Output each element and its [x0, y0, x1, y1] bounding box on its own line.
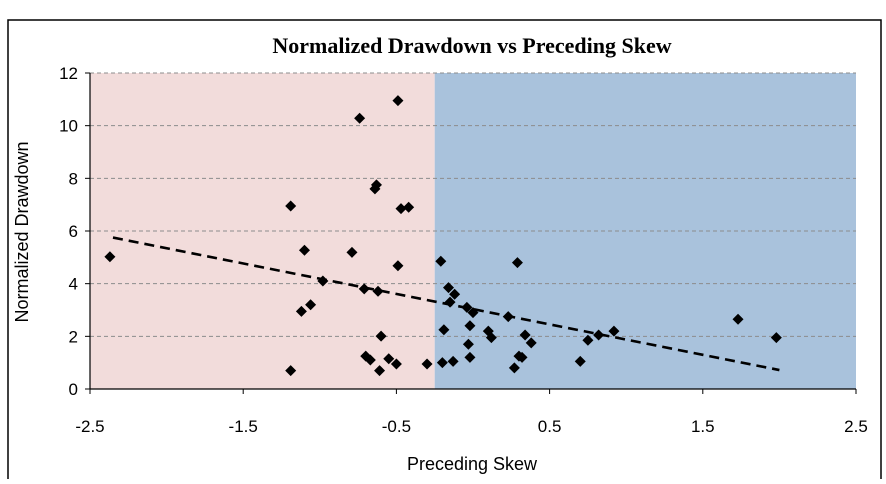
data-point: [295, 305, 307, 317]
data-point: [593, 329, 605, 341]
data-point: [582, 334, 594, 346]
data-point: [285, 200, 297, 212]
data-point: [421, 358, 433, 370]
trendline: [112, 236, 780, 372]
data-point: [285, 365, 297, 377]
data-point: [464, 351, 476, 363]
data-point: [392, 260, 404, 272]
x-tick-label: 1.5: [691, 417, 715, 436]
y-tick-label: 2: [69, 327, 78, 346]
data-point: [462, 338, 474, 350]
data-point: [317, 275, 329, 287]
y-tick-label: 0: [69, 380, 78, 399]
data-point: [435, 255, 447, 267]
axes: [85, 72, 857, 394]
x-tick-label: -0.5: [382, 417, 411, 436]
data-point: [370, 179, 382, 191]
y-tick-label: 12: [59, 64, 78, 83]
data-point: [392, 95, 404, 107]
data-point: [574, 355, 586, 367]
x-tick-label: 2.5: [844, 417, 868, 436]
data-point: [467, 307, 479, 319]
data-point: [383, 353, 395, 365]
data-point: [770, 332, 782, 344]
data-point: [519, 329, 531, 341]
tick-labels: 0 2 4 6 8 10 12 -2.5 -1.5 -0.5 0.5 1.5 2.5: [59, 64, 868, 436]
data-point: [525, 337, 537, 349]
data-point: [732, 313, 744, 325]
data-point: [346, 246, 358, 258]
data-point: [449, 288, 461, 300]
data-point: [442, 282, 454, 294]
data-point: [395, 203, 407, 215]
y-tick-label: 6: [69, 222, 78, 241]
y-tick-label: 4: [69, 275, 78, 294]
data-point: [608, 325, 620, 337]
data-point: [104, 251, 116, 263]
data-point: [364, 354, 376, 366]
x-axis-label: Preceding Skew: [407, 454, 538, 474]
data-point: [444, 296, 456, 308]
grid-lines: [90, 72, 856, 337]
data-point: [298, 244, 310, 256]
data-point: [511, 257, 523, 269]
data-point: [305, 299, 317, 311]
data-point: [508, 362, 520, 374]
data-point: [390, 358, 402, 370]
data-point: [502, 311, 514, 323]
data-point: [485, 332, 497, 344]
y-tick-label: 8: [69, 169, 78, 188]
x-tick-label: -1.5: [229, 417, 258, 436]
data-point: [375, 330, 387, 342]
data-point: [358, 283, 370, 295]
trendline-group: [112, 236, 780, 372]
y-tick-label: 10: [59, 117, 78, 136]
data-point: [464, 320, 476, 332]
data-point: [461, 301, 473, 313]
data-point: [436, 357, 448, 369]
data-points: [104, 95, 782, 377]
data-point: [374, 365, 386, 377]
x-tick-label: 0.5: [538, 417, 562, 436]
data-point: [372, 285, 384, 297]
data-point: [438, 324, 450, 336]
y-axis-label: Normalized Drawdown: [12, 141, 32, 322]
data-point: [447, 355, 459, 367]
data-point: [516, 351, 528, 363]
x-tick-label: -2.5: [75, 417, 104, 436]
data-point: [403, 201, 415, 213]
data-point: [354, 112, 366, 124]
chart-title: Normalized Drawdown vs Preceding Skew: [272, 33, 671, 58]
